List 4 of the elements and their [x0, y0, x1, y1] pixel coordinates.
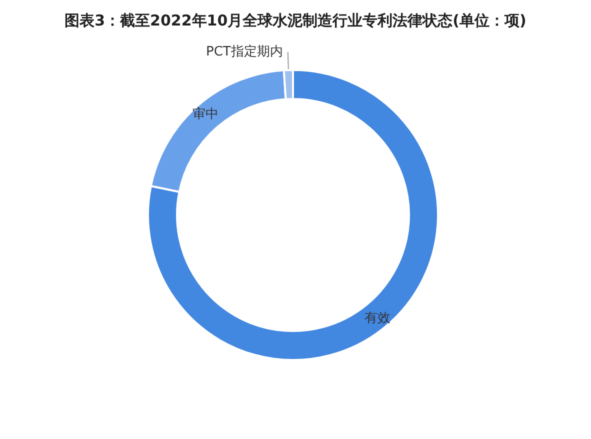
slice-label: 审中 [192, 106, 218, 122]
slice-label: 有效 [364, 310, 390, 326]
slice-label: PCT指定期内 [206, 44, 283, 60]
chart-title: 图表3：截至2022年10月全球水泥制造行业专利法律状态(单位：项) [64, 12, 526, 30]
